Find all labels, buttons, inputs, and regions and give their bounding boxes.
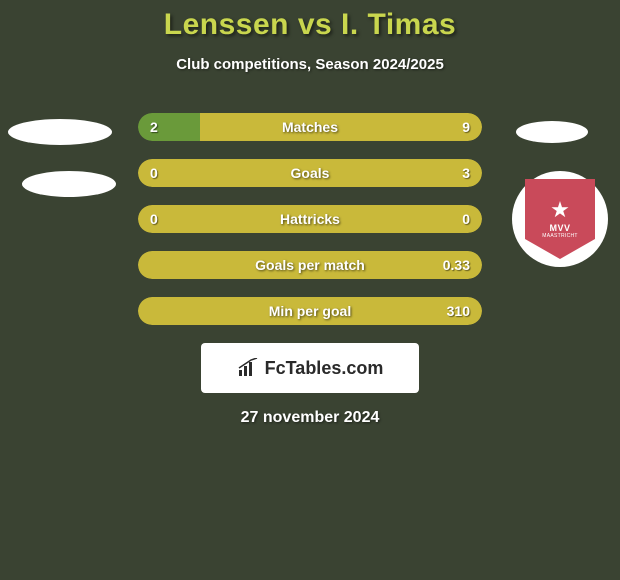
stats-area: ★ MVV MAASTRICHT 29Matches 03Goals 00Hattr… xyxy=(0,113,620,427)
stat-row: 29Matches xyxy=(138,113,482,141)
player-left-avatar-placeholder xyxy=(8,119,112,145)
stat-label: Hattricks xyxy=(138,205,482,233)
stat-row: 0.33Goals per match xyxy=(138,251,482,279)
logo-text: FcTables.com xyxy=(237,358,384,379)
date-label: 27 november 2024 xyxy=(10,409,610,427)
fctables-logo: FcTables.com xyxy=(201,343,419,393)
stat-label: Goals per match xyxy=(138,251,482,279)
stat-rows: 29Matches 03Goals 00Hattricks 0.33Goals per… xyxy=(138,113,482,325)
stat-row: 310Min per goal xyxy=(138,297,482,325)
mvv-badge: ★ MVV MAASTRICHT xyxy=(525,179,595,259)
player-left-club-placeholder xyxy=(22,171,116,197)
page-title: Lenssen vs I. Timas xyxy=(0,8,620,42)
stat-label: Min per goal xyxy=(138,297,482,325)
star-icon: ★ xyxy=(550,199,570,221)
stat-row: 03Goals xyxy=(138,159,482,187)
logo-label: FcTables.com xyxy=(265,358,384,379)
badge-city: MAASTRICHT xyxy=(542,233,578,239)
player-right-avatar-placeholder xyxy=(516,121,588,143)
player-right-club-logo: ★ MVV MAASTRICHT xyxy=(512,171,608,267)
badge-name: MVV xyxy=(549,223,570,233)
stat-row: 00Hattricks xyxy=(138,205,482,233)
chart-icon xyxy=(237,358,261,378)
stat-label: Goals xyxy=(138,159,482,187)
subtitle: Club competitions, Season 2024/2025 xyxy=(0,56,620,73)
stat-label: Matches xyxy=(138,113,482,141)
